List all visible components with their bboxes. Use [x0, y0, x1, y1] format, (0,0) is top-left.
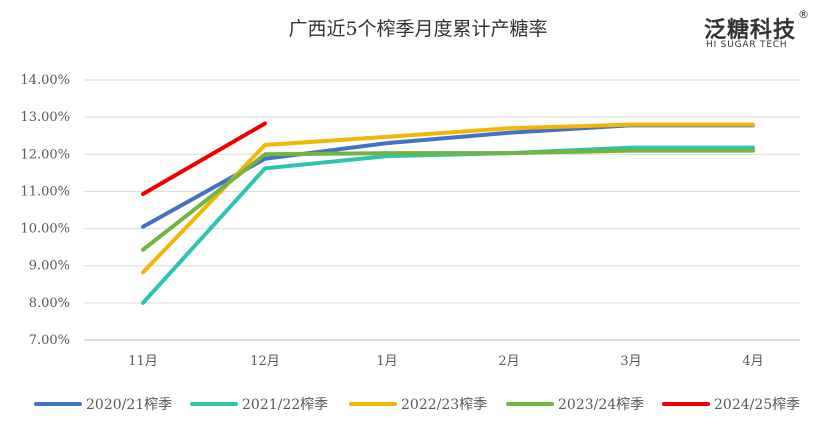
x-tick-label: 3月: [620, 354, 641, 369]
series-line: [141, 148, 755, 252]
y-tick-label: 9.00%: [29, 259, 70, 274]
x-tick-label: 11月: [128, 354, 158, 369]
brand-logo: 泛糖科技 ® HI SUGAR TECH: [700, 8, 810, 56]
legend-label: 2022/23榨季: [401, 396, 487, 413]
x-tick-label: 12月: [250, 354, 280, 369]
y-tick-label: 12.00%: [20, 147, 70, 162]
grid: [84, 79, 800, 304]
x-tick-label: 2月: [498, 354, 519, 369]
y-tick-label: 13.00%: [20, 110, 70, 125]
legend-label: 2023/24榨季: [558, 396, 644, 413]
legend-label: 2021/22榨季: [242, 396, 328, 413]
legend-label: 2020/21榨季: [86, 396, 172, 413]
axes: 7.00% 8.00% 9.00% 10.00% 11.00% 12.00% 13.00% 1…: [20, 73, 800, 369]
series-line: [141, 122, 755, 275]
y-tick-label: 8.00%: [29, 296, 70, 311]
registered-mark: ®: [798, 8, 809, 21]
legend: 2020/21榨季 2021/22榨季 2022/23榨季 2023/24榨季 2024…: [34, 396, 800, 413]
y-tick-label: 14.00%: [20, 73, 70, 88]
chart-title: 广西近5个榨季月度累计产糖率: [288, 18, 548, 40]
series-line: [141, 121, 267, 197]
series-line: [141, 145, 755, 305]
y-tick-label: 7.00%: [29, 333, 70, 348]
y-tick-label: 11.00%: [20, 184, 70, 199]
legend-label: 2024/25榨季: [714, 396, 800, 413]
x-tick-label: 4月: [742, 354, 763, 369]
series: [141, 121, 755, 305]
brand-subtitle: HI SUGAR TECH: [706, 40, 788, 50]
y-tick-label: 10.00%: [20, 222, 70, 237]
brand-name: 泛糖科技: [704, 18, 797, 43]
x-tick-label: 1月: [376, 354, 397, 369]
